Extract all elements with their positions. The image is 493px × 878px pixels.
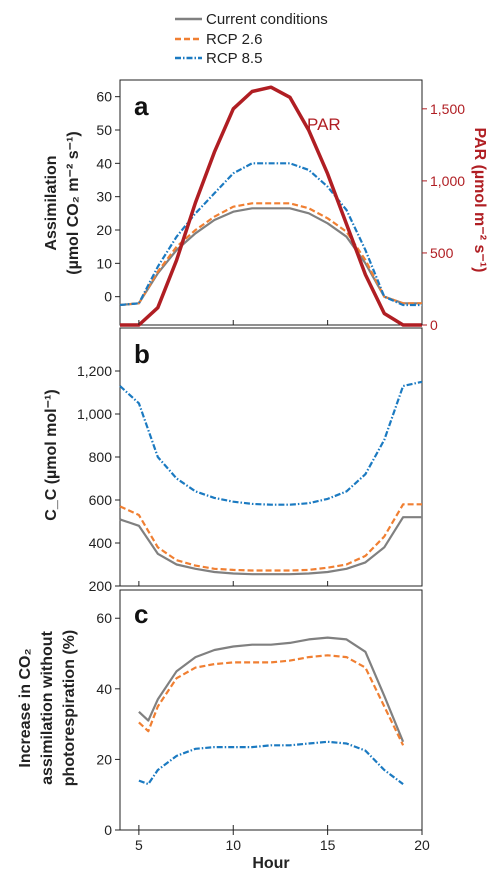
y-tick-label: 20 bbox=[96, 751, 112, 767]
panel-c-letter: c bbox=[134, 599, 148, 629]
panel-c-frame bbox=[119, 589, 423, 831]
legend-label-rcp85: RCP 8.5 bbox=[206, 50, 262, 67]
series-line-current-conditions bbox=[138, 636, 405, 743]
series-line-rcp-2-6 bbox=[119, 503, 422, 572]
panel-a-letter: a bbox=[134, 91, 149, 121]
panel-a: a PAR 0 10 20 30 40 50 60 0 500 1,000 1,500 Assim… bbox=[43, 79, 488, 333]
panel-c-yaxis: 0 20 40 60 bbox=[96, 610, 120, 838]
legend-item-rcp26: RCP 2.6 bbox=[175, 31, 262, 48]
y-tick-label: 50 bbox=[96, 122, 112, 138]
x-tick-label: 10 bbox=[225, 837, 241, 853]
series-line-rcp-8-5 bbox=[138, 740, 404, 786]
panel-c-ylabel-line3: photorespiration (%) bbox=[61, 630, 78, 786]
y-tick-label: 30 bbox=[96, 189, 112, 205]
panel-a-yaxis: 0 10 20 30 40 50 60 bbox=[96, 89, 120, 305]
panel-b-ylabel: C_C (µmol mol⁻¹) bbox=[43, 389, 60, 520]
y-tick-label: 400 bbox=[89, 535, 113, 551]
series-line-rcp-2-6 bbox=[119, 202, 422, 307]
panel-a-ylabel-line2: (µmol CO₂ m⁻² s⁻¹) bbox=[65, 131, 82, 274]
panel-c-xaxis: 5 10 15 20 bbox=[135, 825, 430, 853]
series-line-par bbox=[120, 85, 422, 327]
y2-tick-label: 1,000 bbox=[430, 173, 465, 189]
panel-a-ylabel-right: PAR (µmol m⁻² s⁻¹) bbox=[471, 128, 488, 273]
panel-a-ylabel-line1: Assimilation bbox=[43, 155, 60, 250]
panel-a-frame bbox=[119, 79, 423, 326]
legend-label-current: Current conditions bbox=[206, 11, 328, 28]
par-annotation: PAR bbox=[307, 115, 341, 134]
x-tick-label: 5 bbox=[135, 837, 143, 853]
x-tick-label: 15 bbox=[320, 837, 336, 853]
y-tick-label: 0 bbox=[104, 289, 112, 305]
legend-label-rcp26: RCP 2.6 bbox=[206, 31, 262, 48]
series-line-rcp-2-6 bbox=[138, 654, 405, 746]
y-tick-label: 0 bbox=[104, 822, 112, 838]
panel-b-series bbox=[119, 380, 423, 586]
y-tick-label: 1,200 bbox=[77, 363, 112, 379]
panel-c: c 0 20 40 60 5 10 15 20 Increase in CO₂ assimi… bbox=[17, 589, 430, 872]
y-tick-label: 800 bbox=[89, 449, 113, 465]
y2-tick-label: 500 bbox=[430, 245, 454, 261]
y-tick-label: 600 bbox=[89, 492, 113, 508]
panel-a-y2axis: 0 500 1,000 1,500 bbox=[422, 101, 465, 333]
y-tick-label: 20 bbox=[96, 222, 112, 238]
y-tick-label: 40 bbox=[96, 681, 112, 697]
panel-c-ylabel-line2: assimilation without bbox=[39, 630, 56, 784]
panel-b-letter: b bbox=[134, 339, 150, 369]
y-tick-label: 200 bbox=[89, 578, 113, 594]
y2-tick-label: 0 bbox=[430, 317, 438, 333]
panel-c-series bbox=[138, 636, 405, 786]
y-tick-label: 10 bbox=[96, 255, 112, 271]
series-line-rcp-8-5 bbox=[119, 380, 423, 506]
panel-b: b 200 400 600 800 1,000 1,200 C_C (µmol mol⁻¹… bbox=[43, 327, 423, 594]
panel-b-frame bbox=[119, 327, 423, 587]
panel-a-series bbox=[119, 85, 423, 327]
x-tick-label: 20 bbox=[414, 837, 430, 853]
series-line-current-conditions bbox=[119, 516, 422, 576]
panel-c-xlabel: Hour bbox=[252, 855, 289, 872]
y-tick-label: 60 bbox=[96, 89, 112, 105]
series-line-rcp-8-5 bbox=[119, 162, 422, 307]
panel-c-ylabel-line1: Increase in CO₂ bbox=[17, 648, 34, 767]
legend-item-rcp85: RCP 8.5 bbox=[175, 50, 262, 67]
y2-tick-label: 1,500 bbox=[430, 101, 465, 117]
y-tick-label: 40 bbox=[96, 155, 112, 171]
legend-item-current: Current conditions bbox=[175, 11, 328, 28]
y-tick-label: 60 bbox=[96, 610, 112, 626]
legend: Current conditions RCP 2.6 RCP 8.5 bbox=[175, 11, 328, 67]
panel-b-yaxis: 200 400 600 800 1,000 1,200 bbox=[77, 363, 120, 594]
y-tick-label: 1,000 bbox=[77, 406, 112, 422]
